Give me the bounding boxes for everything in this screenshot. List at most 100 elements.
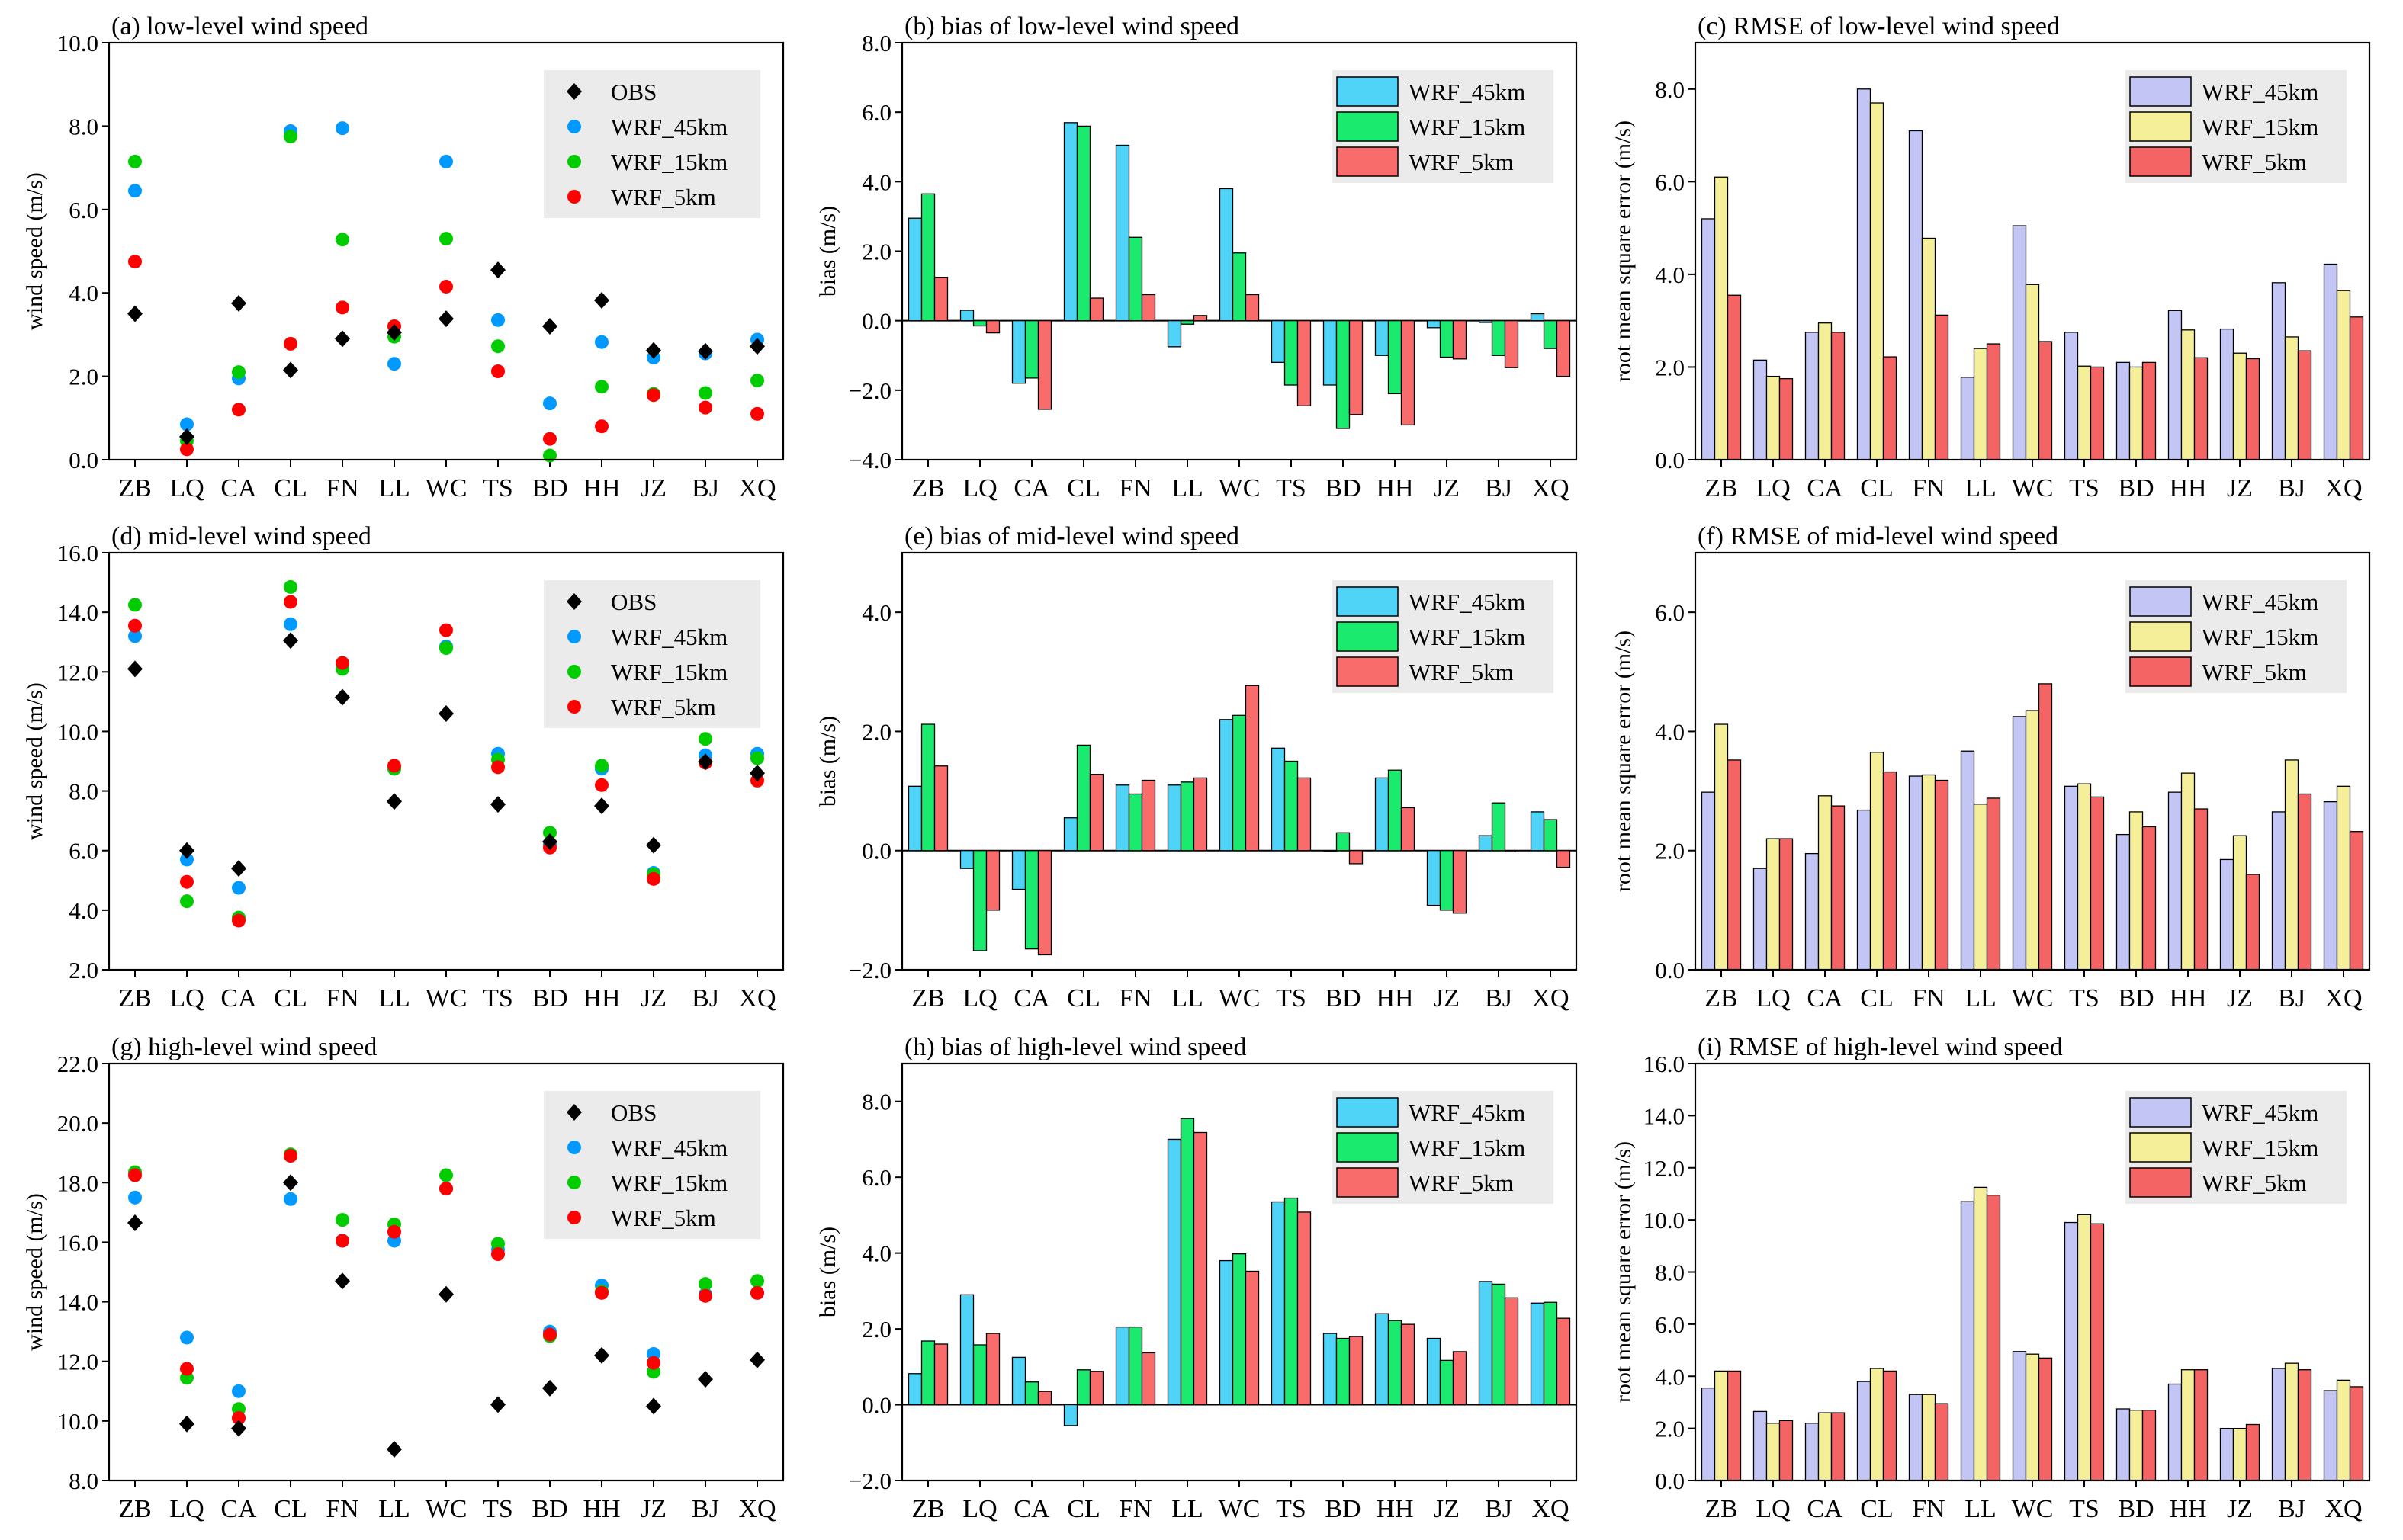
bar-e-WRF_45km-JZ [1426,850,1441,906]
x-tick-label: WC [2012,474,2054,502]
point-a-OBS-LQ [179,428,194,445]
point-g-OBS-TS [490,1396,506,1413]
bar-h-WRF_5km-JZ [1452,1351,1467,1406]
bar-e-WRF_45km-TS [1271,747,1286,852]
point-d-OBS-LL [387,793,402,810]
bar-b-WRF_15km-TS [1283,320,1299,386]
x-tick-label: CA [220,1495,257,1523]
point-g-OBS-BD [542,1379,557,1397]
point-g-WRF_5km-FN [336,1234,349,1248]
point-a-OBS-CL [283,361,298,379]
x-tick-label: WC [1219,984,1261,1012]
x-tick-label: TS [483,474,513,502]
bar-f-WRF_15km-LL [1973,804,1988,971]
legend-swatch [1336,111,1399,142]
y-tick-label: 4.0 [1655,1363,1685,1390]
bar-c-WRF_5km-CL [1882,356,1897,460]
point-a-WRF_45km-HH [595,335,609,349]
bar-i-WRF_5km-BD [2141,1410,2157,1481]
bar-c-WRF_15km-TS [2077,365,2092,460]
x-tick-label: BJ [692,1495,719,1523]
x-tick-label: FN [1119,1495,1152,1523]
bar-h-WRF_15km-CL [1076,1369,1091,1406]
bar-i-WRF_45km-JZ [2219,1427,2234,1481]
point-a-WRF_45km-FN [336,121,349,136]
point-g-WRF_5km-JZ [647,1356,660,1370]
legend-label: WRF_15km [1409,114,1525,140]
point-g-WRF_5km-HH [595,1285,609,1300]
bar-f-WRF_45km-LL [1960,750,1975,971]
bar-i-WRF_5km-WC [2038,1357,2053,1481]
panel-title: (f) RMSE of mid-level wind speed [1698,522,2058,550]
legend-label: WRF_5km [611,1205,716,1231]
x-tick-label: XQ [1531,474,1569,502]
panel-title: (e) bias of mid-level wind speed [904,522,1239,550]
legend-label: WRF_45km [1409,79,1525,105]
bar-h-WRF_5km-CL [1089,1371,1104,1406]
y-tick-label: 22.0 [57,1051,98,1077]
point-a-WRF_5km-BD [543,432,557,446]
bar-h-WRF_15km-BJ [1491,1283,1506,1406]
bar-b-WRF_15km-XQ [1543,320,1558,349]
bar-f-WRF_45km-BJ [2271,811,2286,971]
y-tick-label: 4.0 [69,897,98,924]
point-d-OBS-BJ [698,753,713,771]
x-tick-label: XQ [1531,1495,1569,1523]
x-tick-label: WC [1219,474,1261,502]
bar-i-WRF_5km-HH [2193,1369,2209,1481]
x-tick-label: JZ [1434,1495,1460,1523]
bar-i-WRF_5km-LQ [1778,1420,1794,1481]
bar-e-WRF_45km-HH [1374,777,1389,852]
x-tick-label: FN [326,1495,358,1523]
panel-h: (h) bias of high-level wind speed bias (m… [815,1033,1578,1523]
point-a-WRF_5km-JZ [647,388,660,403]
bar-c-WRF_45km-TS [2064,332,2079,460]
x-tick-label: BJ [2278,984,2305,1012]
plot-frame [1694,41,2371,461]
bar-c-WRF_15km-CA [1817,322,1833,460]
bar-f-WRF_5km-LQ [1778,838,1794,971]
bar-e-WRF_45km-FN [1115,784,1130,852]
bar-c-WRF_15km-FN [1921,237,1936,460]
point-a-OBS-HH [594,292,609,310]
x-tick-label: ZB [118,984,151,1012]
point-a-WRF_15km-FN [336,233,349,247]
bar-h-WRF_45km-LQ [959,1294,975,1406]
bar-h-WRF_15km-CA [1024,1381,1039,1406]
point-a-OBS-XQ [750,338,765,355]
x-tick-label: ZB [1704,984,1737,1012]
bar-f-WRF_15km-LQ [1765,838,1781,971]
x-tick-label: LQ [1756,1495,1790,1523]
y-tick-label: 12.0 [57,1349,98,1375]
legend-label: WRF_45km [2202,589,2318,615]
x-tick-label: JZ [2227,474,2253,502]
point-a-WRF_45km-LQ [180,417,194,432]
point-g-WRF_45km-ZB [128,1190,142,1205]
legend-label: WRF_15km [611,1169,728,1196]
point-a-WRF_5km-TS [491,364,505,379]
point-d-WRF_45km-LQ [180,852,194,867]
legend-label: WRF_5km [611,184,716,210]
bar-c-WRF_15km-HH [2180,329,2196,460]
bar-e-WRF_15km-TS [1283,760,1299,852]
bar-e-WRF_45km-CL [1063,817,1078,852]
point-a-WRF_15km-ZB [128,154,142,168]
legend-swatch [1336,1097,1399,1128]
bar-c-WRF_5km-TS [2090,366,2105,460]
point-a-WRF_45km-LL [387,357,401,371]
point-d-WRF_15km-HH [595,759,609,773]
bar-i-WRF_15km-HH [2180,1369,2196,1481]
y-tick-label: 8.0 [862,30,891,56]
bar-i-WRF_15km-XQ [2336,1379,2351,1481]
point-d-WRF_45km-ZB [128,629,142,643]
y-tick-label: 0.0 [1655,447,1685,473]
bar-e-WRF_5km-JZ [1452,850,1467,914]
legend-marker [567,83,582,100]
bar-c-WRF_45km-CL [1856,88,1871,460]
x-tick-label: XQ [738,1495,776,1523]
point-a-WRF_5km-FN [336,300,349,315]
bar-i-WRF_45km-XQ [2323,1390,2338,1481]
bar-b-WRF_5km-BD [1348,320,1364,415]
bar-i-WRF_45km-BD [2115,1408,2131,1481]
